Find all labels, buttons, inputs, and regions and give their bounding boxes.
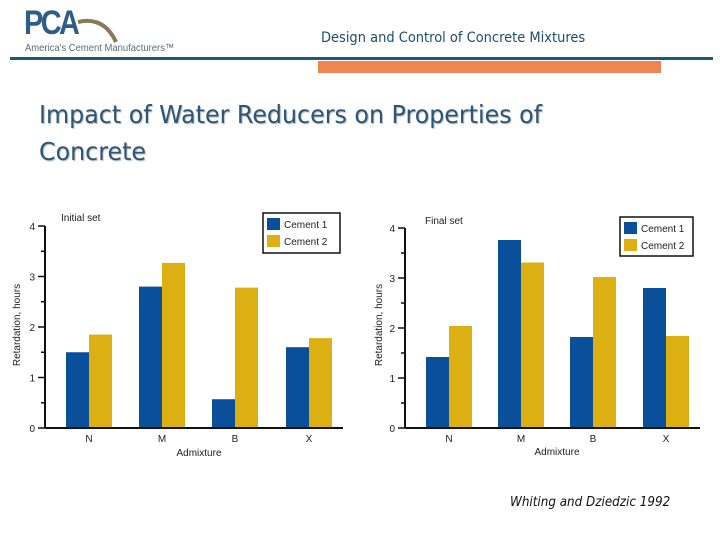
x-tick-label: B [232,434,239,445]
y-tick-label: 0 [29,424,35,435]
legend-label: Cement 1 [284,220,328,231]
y-tick-label: 3 [389,274,395,285]
x-tick-label: X [306,434,313,445]
y-tick-label: 3 [29,273,35,284]
y-tick-label: 4 [389,224,395,235]
bar-cement-2-B [593,277,616,428]
x-tick-label: B [590,434,597,445]
x-tick-label: N [445,434,452,445]
deck-title: Design and Control of Concrete Mixtures [321,30,586,46]
y-tick-label: 2 [29,323,35,334]
bar-cement-1-M [498,240,521,428]
slide-title: Impact of Water Reducers on Properties o… [39,100,543,166]
legend-label: Cement 1 [641,224,685,235]
y-axis-label: Retardation, hours [12,284,23,366]
bar-cement-1-M [139,286,162,428]
bar-cement-2-M [162,262,185,428]
bar-cement-2-M [521,262,544,428]
bar-cement-1-X [643,288,666,428]
y-tick-label: 1 [29,374,35,385]
bar-cement-2-X [309,338,332,428]
y-tick-label: 4 [29,222,35,233]
legend-swatch-1 [267,218,280,230]
bar-cement-2-B [235,287,258,428]
bar-cement-2-N [89,334,112,428]
chart-title: Final set [425,216,463,227]
legend-label: Cement 2 [641,241,685,252]
pca-logo: PCA America's Cement Manufacturers™ [24,4,194,56]
bar-cement-1-N [66,352,89,428]
x-tick-label: M [158,434,166,445]
bar-cement-2-X [666,336,689,428]
x-axis-label: Admixture [176,448,221,459]
logo-mark: PCA [24,4,80,42]
y-tick-label: 2 [389,324,395,335]
x-tick-label: M [517,434,525,445]
y-tick-label: 1 [389,374,395,385]
legend-swatch-2 [624,239,637,251]
header-rule [10,57,713,60]
citation: Whiting and Dziedzic 1992 [510,495,671,510]
bar-cement-1-B [570,337,593,428]
y-tick-label: 0 [389,424,395,435]
legend-swatch-1 [624,222,637,234]
bar-cement-2-N [449,326,472,428]
header-accent-bar [318,61,661,73]
chart-title: Initial set [61,213,101,224]
logo-swoosh-icon [77,19,118,43]
x-tick-label: X [663,434,670,445]
logo-tagline: America's Cement Manufacturers™ [25,42,175,54]
legend-swatch-2 [267,235,280,247]
bar-cement-1-N [426,357,449,428]
y-axis-label: Retardation, hours [374,284,385,366]
bar-cement-1-B [212,399,235,428]
bar-cement-1-X [286,347,309,428]
x-tick-label: N [85,434,92,445]
x-axis-label: Admixture [534,447,579,458]
legend-label: Cement 2 [284,237,328,248]
